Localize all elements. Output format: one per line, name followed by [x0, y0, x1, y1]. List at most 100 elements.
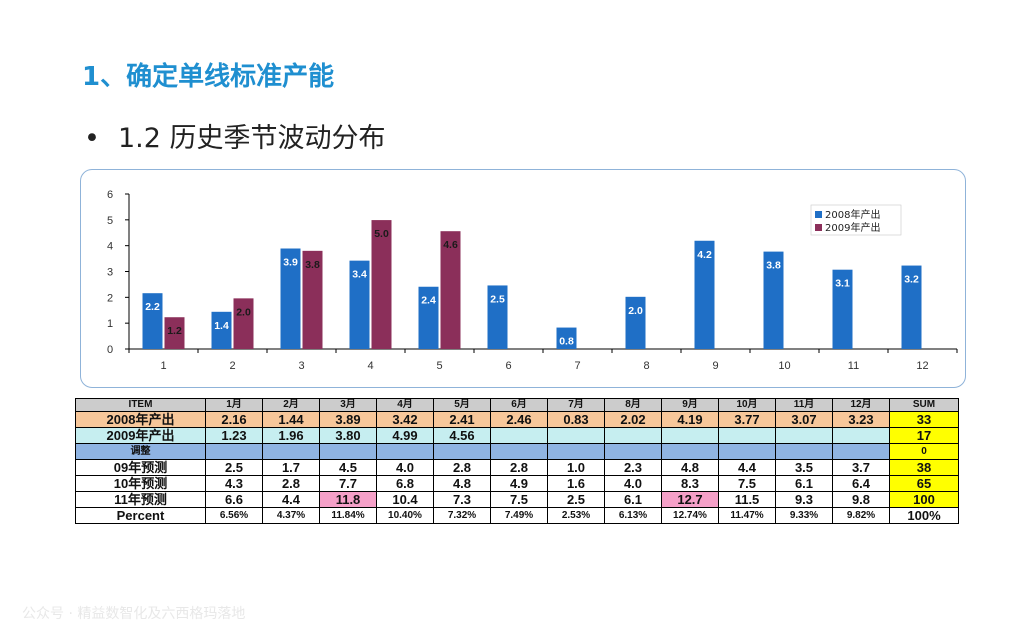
table-cell: 6.1 — [775, 475, 833, 492]
table-header-cell: 12月 — [832, 398, 890, 412]
x-tick-label: 6 — [505, 360, 511, 372]
sum-cell: 38 — [889, 459, 959, 476]
y-tick-label: 0 — [107, 344, 113, 356]
sum-cell: 17 — [889, 427, 959, 444]
table-header-row: ITEM 1月 2月 3月 4月 5月 6月 7月 8月 9月 10月 11月 12月 SUM — [75, 398, 959, 412]
table-cell — [604, 443, 662, 460]
subheading: 1.2 历史季节波动分布 — [117, 123, 386, 154]
bar-data-label: 2.0 — [628, 305, 643, 317]
table-cell: 6.13% — [604, 507, 662, 524]
table-cell: 6.4 — [832, 475, 890, 492]
table-cell: 2.3 — [604, 459, 662, 476]
table-cell: 11.5 — [718, 491, 776, 508]
forecast-table: ITEM 1月 2月 3月 4月 5月 6月 7月 8月 9月 10月 11月 12月 SUM 2008年产… — [75, 398, 959, 524]
table-cell: 2.46 — [490, 411, 548, 428]
table-header-cell: 6月 — [490, 398, 548, 412]
legend-swatch — [815, 211, 822, 218]
table-header-cell: 7月 — [547, 398, 605, 412]
table-cell: 1.44 — [262, 411, 320, 428]
bar-2008 — [763, 251, 784, 349]
bar-data-label: 2.0 — [236, 306, 251, 318]
bar-data-label: 3.4 — [352, 269, 367, 281]
table-cell: 9.8 — [832, 491, 890, 508]
table-cell — [661, 427, 719, 444]
x-tick-label: 12 — [916, 360, 928, 372]
bar-2008 — [211, 311, 232, 349]
row-label: 调整 — [75, 443, 206, 460]
table-header-cell: 9月 — [661, 398, 719, 412]
table-cell: 6.56% — [205, 507, 263, 524]
table-cell: 8.3 — [661, 475, 719, 492]
subheading-line: • 1.2 历史季节波动分布 — [84, 116, 385, 155]
table-cell: 6.8 — [376, 475, 434, 492]
table-header-cell: 1月 — [205, 398, 263, 412]
table-cell: 1.0 — [547, 459, 605, 476]
sum-cell: 33 — [889, 411, 959, 428]
table-cell: 3.07 — [775, 411, 833, 428]
y-tick-label: 4 — [107, 241, 113, 253]
table-cell: 2.16 — [205, 411, 263, 428]
y-tick-label: 5 — [107, 215, 113, 227]
bar-data-label: 4.6 — [443, 239, 458, 251]
bar-data-label: 2.2 — [145, 301, 160, 313]
table-cell — [661, 443, 719, 460]
table-cell: 3.5 — [775, 459, 833, 476]
slide-heading: 1、确定单线标准产能 — [82, 62, 335, 92]
table-cell: 3.80 — [319, 427, 377, 444]
table-cell: 10.40% — [376, 507, 434, 524]
bar-data-label: 1.2 — [167, 325, 182, 337]
bar-data-label: 3.2 — [904, 274, 919, 286]
bar-data-label: 5.0 — [374, 228, 389, 240]
table-cell — [775, 443, 833, 460]
x-tick-label: 3 — [298, 360, 304, 372]
watermark: 公众号 · 精益数智化及六西格玛落地 — [22, 606, 246, 622]
table-header-cell: 8月 — [604, 398, 662, 412]
x-tick-label: 4 — [367, 360, 373, 372]
legend-label: 2009年产出 — [825, 221, 880, 234]
table-cell: 7.3 — [433, 491, 491, 508]
bar-2008 — [487, 285, 508, 349]
table-cell: 4.5 — [319, 459, 377, 476]
x-tick-label: 7 — [574, 360, 580, 372]
row-label: 2008年产出 — [75, 411, 206, 428]
table-cell: 3.42 — [376, 411, 434, 428]
y-tick-label: 3 — [107, 267, 113, 279]
table-cell — [547, 427, 605, 444]
row-label: 11年预测 — [75, 491, 206, 508]
table-cell: 1.6 — [547, 475, 605, 492]
table-row: 09年预测 2.5 1.7 4.5 4.0 2.8 2.8 1.0 2.3 4.8 4.4 3.5 3.… — [75, 459, 959, 476]
table-cell: 12.74% — [661, 507, 719, 524]
table-cell: 1.96 — [262, 427, 320, 444]
table-cell: 0.83 — [547, 411, 605, 428]
x-tick-label: 11 — [848, 360, 859, 372]
bar-2009 — [302, 250, 323, 349]
table-cell: 4.0 — [376, 459, 434, 476]
row-label: Percent — [75, 507, 206, 524]
y-tick-label: 1 — [107, 318, 113, 330]
sum-cell: 100 — [889, 491, 959, 508]
bar-2009 — [164, 317, 185, 349]
table-cell: 3.23 — [832, 411, 890, 428]
table-cell: 2.5 — [547, 491, 605, 508]
table-cell — [775, 427, 833, 444]
bar-2008 — [832, 269, 853, 349]
legend-box — [810, 204, 902, 236]
bar-2009 — [371, 220, 392, 349]
table-cell — [547, 443, 605, 460]
table-row: 11年预测 6.6 4.4 11.8 10.4 7.3 7.5 2.5 6.1 12.7 11.5 9… — [75, 491, 959, 508]
bar-data-label: 2.4 — [421, 295, 436, 307]
table-cell: 4.3 — [205, 475, 263, 492]
table-cell: 4.37% — [262, 507, 320, 524]
table-cell: 3.89 — [319, 411, 377, 428]
sum-cell: 100% — [889, 507, 959, 524]
table-row: 调整 0 — [75, 443, 959, 460]
x-tick-label: 1 — [160, 360, 166, 372]
table-cell: 7.32% — [433, 507, 491, 524]
table-cell: 2.53% — [547, 507, 605, 524]
sum-cell: 65 — [889, 475, 959, 492]
y-tick-label: 2 — [107, 292, 113, 304]
chart-panel: 0 1 2 3 4 5 6 1 2 3 4 5 6 7 8 9 10 11 12 2.2 1.4 3.9 3.4 2.4 2.5… — [80, 169, 966, 388]
table-cell: 11.47% — [718, 507, 776, 524]
legend-label: 2008年产出 — [825, 208, 880, 221]
table-cell: 4.56 — [433, 427, 491, 444]
